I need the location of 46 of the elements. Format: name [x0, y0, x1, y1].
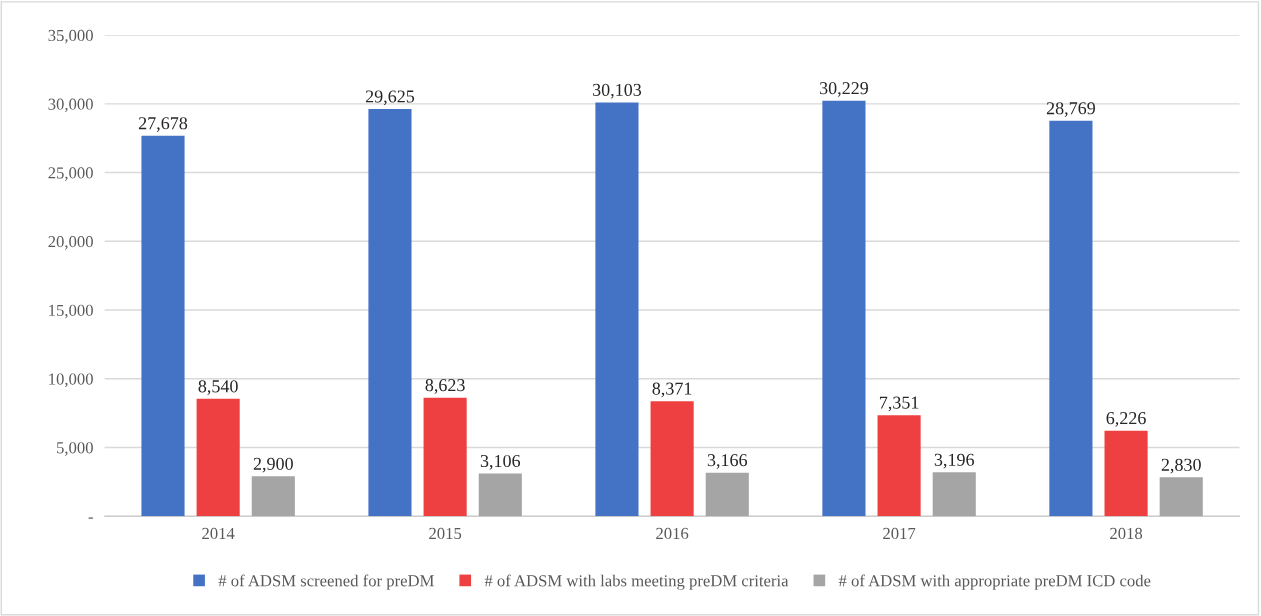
bar	[595, 102, 639, 517]
y-tick-label: 10,000	[49, 373, 93, 388]
data-label: 30,103	[592, 83, 642, 99]
x-tick-label: 2015	[429, 527, 462, 540]
legend-label: # of ADSM screened for preDM	[218, 574, 434, 590]
data-label: 7,351	[879, 396, 919, 412]
bar	[705, 472, 749, 517]
data-label: 28,769	[1046, 102, 1095, 117]
data-label: 30,229	[819, 82, 869, 97]
legend-label: # of ADSM with appropriate preDM ICD code	[838, 574, 1151, 590]
data-label: 3,196	[934, 453, 975, 469]
x-tick-label: 2018	[1110, 527, 1143, 540]
y-tick-label: -	[88, 517, 93, 519]
bar	[368, 108, 412, 517]
y-tick-label: 35,000	[48, 29, 93, 44]
bar	[932, 472, 976, 517]
bar	[196, 398, 240, 517]
bar	[822, 100, 866, 517]
x-tick-label: 2017	[883, 527, 916, 540]
x-tick-label: 2014	[202, 527, 235, 540]
data-label: 3,106	[480, 454, 521, 470]
bar	[1159, 477, 1203, 517]
data-label: 3,166	[707, 454, 748, 469]
bar	[251, 476, 295, 517]
bar	[1104, 430, 1148, 517]
y-tick-label: 15,000	[49, 304, 93, 319]
data-label: 8,623	[425, 379, 465, 394]
data-label: 2,900	[253, 457, 293, 473]
y-tick-label: 25,000	[48, 167, 93, 181]
legend-label: # of ADSM with labs meeting preDM criteria	[484, 574, 789, 590]
bar	[478, 473, 522, 517]
data-label: 6,226	[1106, 412, 1146, 427]
y-tick-label: 20,000	[48, 236, 93, 250]
y-tick-label: 30,000	[48, 98, 93, 113]
data-label: 29,625	[365, 90, 415, 106]
data-label: 8,371	[652, 382, 692, 398]
y-tick-label: 5,000	[57, 442, 93, 456]
data-label: 8,540	[198, 380, 238, 395]
bar	[1049, 120, 1093, 517]
bar	[423, 397, 467, 517]
bar	[650, 401, 694, 517]
bar	[877, 415, 921, 517]
data-label: 2,830	[1161, 458, 1201, 474]
data-label: 27,678	[138, 117, 188, 132]
bar	[141, 135, 185, 517]
x-tick-label: 2016	[656, 527, 689, 540]
